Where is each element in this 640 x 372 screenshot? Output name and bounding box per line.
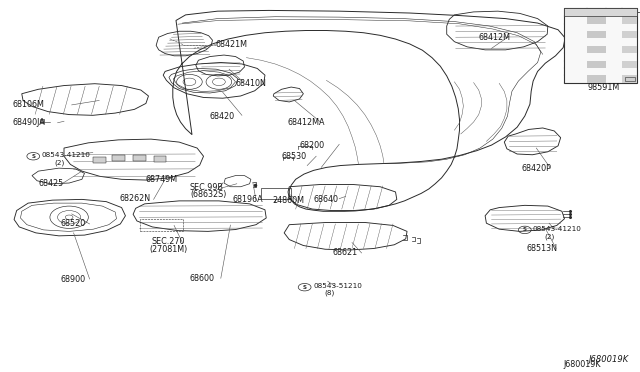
- Bar: [587, 31, 606, 38]
- Bar: [587, 61, 606, 68]
- Text: 98591M: 98591M: [588, 83, 620, 92]
- Text: 68621: 68621: [332, 248, 357, 257]
- Text: 68420: 68420: [210, 112, 235, 121]
- Bar: [112, 155, 125, 161]
- Text: 08543-41210: 08543-41210: [532, 226, 581, 232]
- Text: 68196A: 68196A: [232, 195, 263, 204]
- Text: 68420P: 68420P: [522, 164, 552, 173]
- Text: J680019K: J680019K: [588, 355, 628, 364]
- Text: 68106M: 68106M: [13, 100, 45, 109]
- Text: 68412M: 68412M: [479, 33, 511, 42]
- Bar: [622, 16, 637, 24]
- Text: 68749M: 68749M: [146, 175, 178, 184]
- Bar: [587, 46, 606, 53]
- Text: 68490JA: 68490JA: [13, 118, 45, 126]
- Bar: [625, 77, 635, 81]
- Text: 68410N: 68410N: [236, 79, 266, 88]
- Text: S: S: [303, 285, 307, 290]
- Bar: [564, 8, 637, 83]
- Text: 68900: 68900: [60, 275, 85, 283]
- Text: 68425: 68425: [38, 179, 63, 188]
- Text: 68600: 68600: [189, 274, 214, 283]
- Bar: [587, 16, 606, 24]
- Bar: [133, 155, 146, 161]
- Text: 68530: 68530: [282, 152, 307, 161]
- Bar: [261, 188, 291, 199]
- Bar: [564, 8, 637, 16]
- Text: 24860M: 24860M: [272, 196, 304, 205]
- Bar: [622, 75, 637, 83]
- Bar: [622, 31, 637, 38]
- Bar: [154, 156, 166, 162]
- Text: (27081M): (27081M): [149, 245, 188, 254]
- Text: 68412MA: 68412MA: [287, 118, 325, 127]
- Text: 68640: 68640: [314, 195, 339, 203]
- Bar: [622, 61, 637, 68]
- Bar: [622, 46, 637, 53]
- Text: S: S: [523, 227, 527, 232]
- Text: (2): (2): [544, 233, 554, 240]
- Bar: [587, 75, 606, 83]
- Text: 68520: 68520: [61, 219, 86, 228]
- Text: S: S: [31, 154, 35, 159]
- Text: 08543-41210: 08543-41210: [42, 153, 90, 158]
- Text: 68513N: 68513N: [526, 244, 557, 253]
- Text: J680019K: J680019K: [563, 360, 601, 369]
- Text: (68632S): (68632S): [191, 190, 227, 199]
- Text: 68421M: 68421M: [216, 40, 248, 49]
- Text: SEC.270: SEC.270: [152, 237, 185, 246]
- Bar: [140, 219, 183, 231]
- Text: (8): (8): [324, 290, 335, 296]
- Text: 68262N: 68262N: [119, 194, 150, 203]
- Text: SEC.99B: SEC.99B: [189, 183, 223, 192]
- Text: 08543-51210: 08543-51210: [314, 283, 362, 289]
- Text: (2): (2): [54, 160, 65, 166]
- Text: 68200: 68200: [300, 141, 324, 150]
- Bar: [93, 157, 106, 163]
